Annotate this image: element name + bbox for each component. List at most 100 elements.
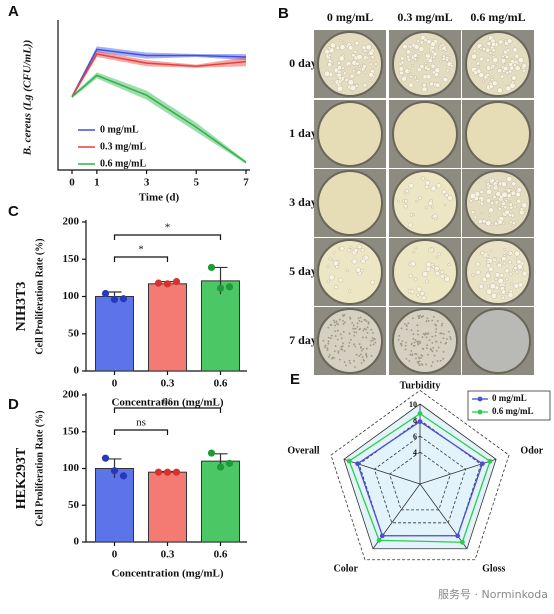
- colony: [447, 263, 451, 267]
- colony: [361, 356, 364, 359]
- colony: [333, 350, 336, 353]
- colony: [502, 281, 506, 285]
- radar-point: [417, 411, 423, 416]
- colony: [494, 221, 499, 226]
- colony: [416, 324, 419, 327]
- colony: [501, 295, 505, 300]
- colony: [415, 357, 417, 360]
- colony: [355, 61, 360, 66]
- colony: [416, 293, 420, 297]
- colony: [471, 53, 477, 60]
- colony: [507, 260, 512, 265]
- colony: [476, 68, 482, 74]
- colony: [421, 355, 424, 357]
- colony: [431, 319, 434, 322]
- colony: [485, 254, 490, 258]
- bar: [95, 468, 134, 543]
- x-tick-label: 0: [112, 378, 118, 390]
- plate: [392, 170, 458, 236]
- colony: [331, 356, 334, 359]
- colony: [424, 62, 428, 65]
- colony: [408, 273, 413, 278]
- x-tick-label: 0.3: [161, 378, 175, 390]
- colony: [346, 268, 350, 272]
- colony: [473, 215, 478, 219]
- radar-point: [487, 458, 493, 464]
- colony: [415, 353, 418, 356]
- x-tick-label: 3: [144, 177, 150, 189]
- colony: [413, 44, 420, 50]
- data-point: [216, 463, 225, 471]
- colony: [414, 246, 418, 249]
- y-tick-label: 200: [63, 389, 80, 401]
- colony: [513, 266, 518, 271]
- panel-letter: A: [8, 3, 19, 20]
- plate: [392, 101, 458, 167]
- colony: [430, 185, 437, 192]
- x-axis-label: Concentration (mg/mL): [111, 397, 223, 409]
- colony: [349, 362, 352, 364]
- colony: [521, 202, 528, 209]
- colony: [422, 74, 428, 80]
- colony: [445, 58, 449, 62]
- colony: [419, 291, 425, 296]
- colony: [329, 323, 332, 326]
- colony: [492, 194, 497, 200]
- colony: [521, 270, 528, 277]
- colony: [324, 70, 330, 77]
- colony: [499, 273, 504, 278]
- significance-bracket: [113, 256, 169, 262]
- colony: [332, 251, 336, 255]
- colony: [509, 282, 513, 286]
- r-tick-label: 4: [413, 448, 417, 457]
- colony: [508, 212, 513, 218]
- colony: [486, 288, 493, 295]
- colony: [476, 61, 481, 66]
- legend-marker: [477, 396, 483, 402]
- colony: [354, 345, 357, 348]
- colony: [417, 333, 420, 336]
- colony: [415, 200, 418, 203]
- colony: [400, 327, 403, 330]
- colony: [497, 87, 503, 94]
- colony: [439, 359, 442, 362]
- colony: [407, 69, 412, 73]
- data-point: [110, 295, 119, 304]
- colony: [334, 73, 338, 76]
- radar-point: [355, 461, 361, 467]
- colony: [495, 62, 499, 66]
- colony: [426, 67, 431, 72]
- colony: [429, 81, 434, 87]
- colony: [490, 78, 494, 82]
- colony: [351, 322, 354, 324]
- colony: [477, 65, 481, 68]
- bar: [201, 280, 240, 372]
- data-point: [154, 468, 163, 476]
- colony: [338, 55, 345, 62]
- colony: [417, 329, 419, 332]
- colony: [335, 265, 339, 269]
- colony: [416, 342, 419, 344]
- colony: [422, 315, 425, 318]
- colony: [491, 292, 497, 299]
- radar-point: [459, 539, 465, 545]
- colony: [448, 54, 452, 57]
- colony: [370, 279, 375, 285]
- colony: [512, 268, 516, 272]
- colony: [339, 246, 345, 251]
- colony: [404, 344, 407, 347]
- colony: [370, 355, 373, 357]
- colony: [444, 342, 447, 345]
- colony: [414, 352, 417, 355]
- colony: [328, 274, 335, 281]
- data-point: [101, 454, 110, 462]
- colony: [410, 350, 413, 352]
- colony: [337, 61, 341, 65]
- colony: [450, 64, 454, 68]
- radar-point: [376, 537, 382, 543]
- colony: [365, 354, 368, 357]
- colony: [403, 322, 406, 325]
- colony: [349, 246, 353, 249]
- colony: [435, 324, 437, 327]
- colony: [485, 73, 490, 77]
